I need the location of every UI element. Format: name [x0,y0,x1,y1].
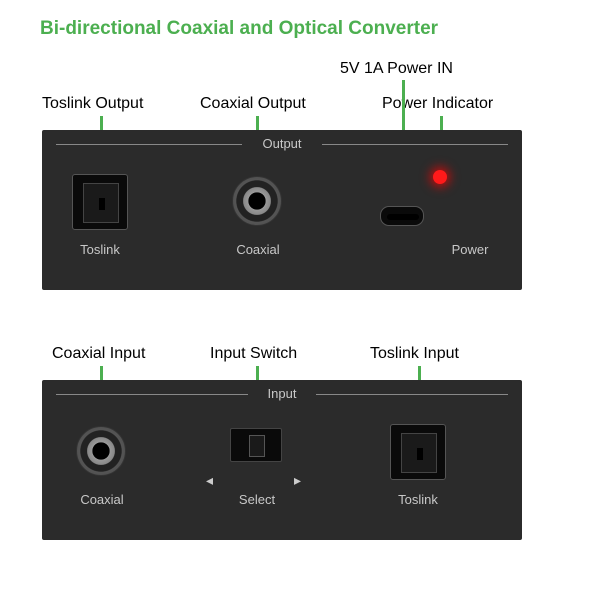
power-port-label: Power [440,242,500,257]
section-line-left-2 [56,394,248,395]
select-port-label: Select [222,492,292,507]
toslink-inner [83,183,119,223]
toslink-output-port-label: Toslink [62,242,138,257]
usb-slot [387,214,419,220]
toslink-input-port [390,424,446,480]
switch-knob [249,435,265,457]
toslink-output-port [72,174,128,230]
label-power-in: 5V 1A Power IN [340,60,453,78]
power-led-icon [433,170,447,184]
label-input-switch: Input Switch [210,345,297,363]
label-power-indicator: Power Indicator [382,95,493,113]
label-coaxial-input: Coaxial Input [52,345,145,363]
toslink-input-port-label: Toslink [380,492,456,507]
output-panel: Output Toslink Coaxial Power [42,130,522,290]
coaxial-input-port-label: Coaxial [66,492,138,507]
section-line-right [322,144,508,145]
toslink-inner-2 [401,433,437,473]
input-select-switch[interactable] [230,428,282,462]
coaxial-output-port-label: Coaxial [222,242,294,257]
page-title: Bi-directional Coaxial and Optical Conve… [40,18,438,40]
input-panel: Input Coaxial ◂ ▸ Select Toslink [42,380,522,540]
toslink-slot-2 [417,448,423,460]
label-coaxial-output: Coaxial Output [200,95,306,113]
coaxial-input-port [76,426,126,476]
section-line-right-2 [316,394,508,395]
toslink-slot [99,198,105,210]
label-toslink-output: Toslink Output [42,95,143,113]
arrow-left-icon: ◂ [206,472,213,536]
power-usb-port [380,206,424,226]
input-section-label: Input [268,386,297,401]
section-line-left [56,144,242,145]
coaxial-output-port [232,176,282,226]
arrow-right-icon: ▸ [294,472,301,536]
output-section-label: Output [262,136,301,151]
label-toslink-input: Toslink Input [370,345,459,363]
